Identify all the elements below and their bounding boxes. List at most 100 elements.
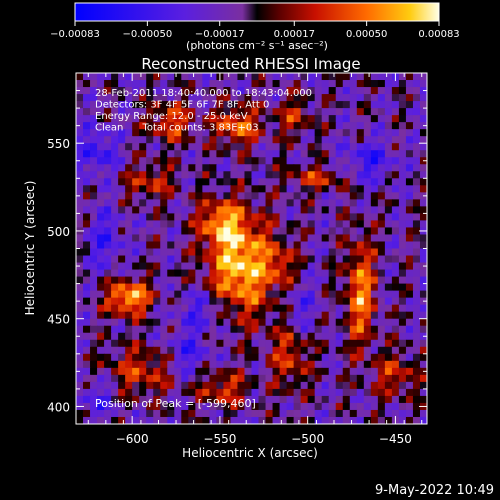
heatmap-cell — [349, 283, 358, 292]
heatmap-cell — [223, 87, 232, 95]
heatmap-cell — [188, 108, 196, 116]
heatmap-cell — [146, 80, 154, 88]
heatmap-cell — [90, 87, 98, 95]
heatmap-cell — [335, 262, 344, 271]
heatmap-cell — [216, 374, 225, 383]
heatmap-cell — [174, 262, 182, 271]
heatmap-cell — [97, 304, 105, 313]
heatmap-cell — [209, 346, 217, 355]
heatmap-cell — [349, 199, 358, 207]
heatmap-cell — [181, 318, 189, 327]
heatmap-cell — [153, 409, 161, 418]
heatmap-cell — [188, 339, 196, 348]
heatmap-cell — [209, 283, 217, 292]
heatmap-cell — [342, 290, 351, 299]
heatmap-cell — [398, 171, 407, 179]
heatmap-cell — [125, 269, 133, 278]
heatmap-cell — [202, 199, 210, 207]
heatmap-cell — [83, 402, 91, 411]
heatmap-cell — [132, 213, 140, 222]
heatmap-cell — [391, 136, 400, 144]
heatmap-cell — [363, 129, 372, 137]
heatmap-cell — [300, 150, 309, 158]
heatmap-cell — [139, 150, 147, 158]
heatmap-cell — [132, 332, 140, 341]
heatmap-cell — [335, 269, 344, 278]
heatmap-cell — [300, 262, 309, 271]
heatmap-cell — [293, 192, 302, 200]
heatmap-cell — [125, 164, 133, 172]
heatmap-cell — [125, 206, 133, 214]
heatmap-cell — [272, 241, 281, 250]
heatmap-cell — [342, 213, 351, 222]
heatmap-cell — [111, 325, 119, 334]
heatmap-cell — [349, 157, 358, 165]
heatmap-cell — [356, 367, 365, 376]
heatmap-cell — [328, 199, 337, 207]
heatmap-cell — [76, 416, 84, 424]
heatmap-cell — [265, 360, 274, 369]
heatmap-cell — [321, 101, 330, 109]
heatmap-cell — [90, 332, 98, 341]
heatmap-cell — [76, 381, 84, 390]
heatmap-cell — [265, 290, 274, 299]
heatmap-cell — [244, 108, 253, 116]
heatmap-cell — [188, 311, 196, 320]
heatmap-cell — [90, 227, 98, 236]
heatmap-cell — [300, 297, 309, 306]
heatmap-cell — [244, 143, 253, 151]
heatmap-cell — [405, 136, 414, 144]
heatmap-cell — [209, 164, 217, 172]
heatmap-cell — [272, 129, 281, 137]
heatmap-cell — [300, 101, 309, 109]
colorbar-tick-labels: −0.00083 −0.00050 −0.00017 0.00017 0.00050 0.… — [50, 29, 460, 40]
heatmap-cell — [146, 402, 154, 411]
heatmap-cell — [132, 227, 140, 236]
heatmap-cell — [370, 402, 379, 411]
heatmap-cell — [419, 136, 427, 144]
heatmap-cell — [356, 325, 365, 334]
heatmap-cell — [139, 353, 147, 362]
heatmap-cell — [328, 283, 337, 292]
heatmap-cell — [419, 416, 427, 424]
heatmap-cell — [167, 227, 175, 236]
heatmap-cell — [160, 101, 168, 109]
heatmap-cell — [202, 248, 210, 257]
heatmap-cell — [335, 332, 344, 341]
heatmap-cell — [286, 227, 295, 236]
heatmap-cell — [398, 101, 407, 109]
heatmap-cell — [181, 241, 189, 250]
heatmap-cell — [356, 101, 365, 109]
heatmap-cell — [139, 381, 147, 390]
heatmap-cell — [83, 115, 91, 123]
heatmap-cell — [237, 220, 246, 229]
heatmap-cell — [258, 101, 267, 109]
heatmap-cell — [244, 311, 253, 320]
heatmap-cell — [412, 241, 421, 250]
heatmap-cell — [146, 150, 154, 158]
heatmap-cell — [111, 136, 119, 144]
heatmap-cell — [307, 87, 316, 95]
heatmap-cell — [188, 178, 196, 186]
heatmap-cell — [104, 122, 112, 130]
heatmap-cell — [335, 353, 344, 362]
heatmap-cell — [265, 192, 274, 200]
heatmap-cell — [76, 108, 84, 116]
heatmap-cell — [391, 325, 400, 334]
heatmap-cell — [342, 339, 351, 348]
heatmap-cell — [356, 241, 365, 250]
heatmap-cell — [370, 283, 379, 292]
heatmap-cell — [209, 262, 217, 271]
heatmap-cell — [279, 87, 288, 95]
heatmap-cell — [265, 332, 274, 341]
heatmap-cell — [237, 388, 246, 397]
heatmap-cell — [76, 283, 84, 292]
heatmap-cell — [209, 353, 217, 362]
heatmap-cell — [244, 150, 253, 158]
heatmap-cell — [335, 171, 344, 179]
heatmap-cell — [279, 157, 288, 165]
heatmap-cell — [160, 269, 168, 278]
heatmap-cell — [237, 122, 246, 130]
heatmap-cell — [202, 129, 210, 137]
heatmap-cell — [230, 283, 239, 292]
